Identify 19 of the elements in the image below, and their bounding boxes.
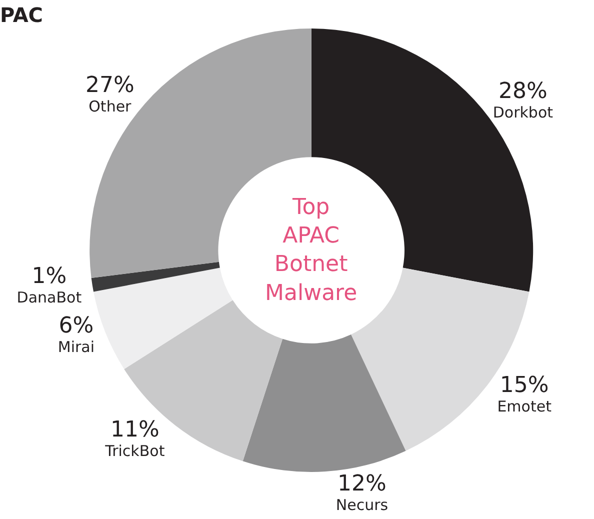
slice-label: Dorkbot: [492, 104, 554, 122]
data-label: 15%: [500, 372, 549, 398]
data-label: 11%: [110, 417, 160, 442]
slice-label: Other: [88, 98, 132, 116]
data-label: 12%: [338, 471, 386, 496]
slice-label: DanaBot: [16, 288, 82, 307]
text: Top APAC Botnet Malware: [265, 195, 358, 306]
donut-slice: [91, 262, 220, 292]
slice-label: Emotet: [497, 397, 552, 416]
slice-label: TrickBot: [104, 442, 165, 460]
data-label: 1%: [32, 264, 67, 290]
donut-slice: [94, 268, 233, 370]
data-label: 6%: [58, 314, 94, 339]
chart-title: PAC: [0, 2, 43, 27]
slice-label: Necurs: [336, 496, 388, 514]
data-label: 27%: [85, 73, 134, 98]
donut-slice: [242, 334, 406, 472]
data-label: 28%: [498, 79, 548, 104]
slice-label: Mirai: [58, 338, 95, 356]
